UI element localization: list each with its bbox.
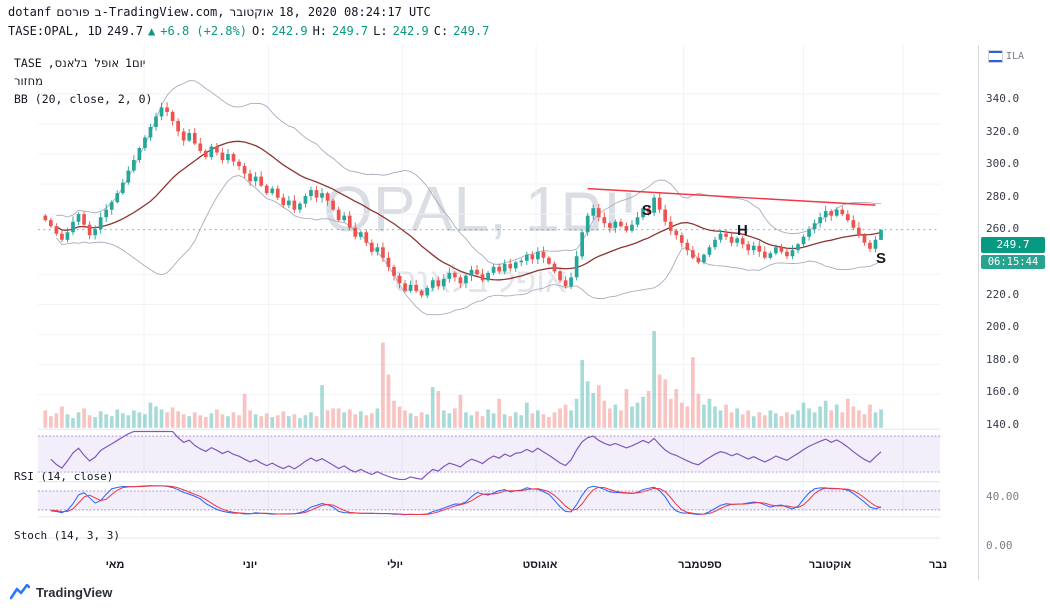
price-axis-label: 180.0 [986,352,1020,366]
legend: TASE אופל בלאנס, 1יום מחזור BB (20, clos… [14,54,152,108]
trendline[interactable] [587,187,876,206]
close-value: 249.7 [453,24,490,38]
time-axis-label: נבר [928,559,948,571]
legend-symbol-row[interactable]: TASE אופל בלאנס, 1יום [14,54,152,72]
price-change: +6.8 (+2.8%) [160,24,247,38]
time-axis-label: אוגוסט [522,559,558,571]
stoch-label[interactable]: Stoch (14, 3, 3) [14,529,120,542]
legend-name: אופל בלאנס, [47,56,120,70]
stoch-lines [50,485,882,516]
footer: TradingView [10,584,112,601]
published-text: פורסם [56,5,90,19]
low-value: 242.9 [392,24,429,38]
price-axis-label: 340.0 [986,92,1020,105]
up-arrow-icon: ▲ [148,24,156,38]
indicator-bands [37,435,941,511]
rsi-label[interactable]: RSI (14, close) [14,470,114,483]
tradingview-logo-text: TradingView [36,585,113,600]
israel-flag-icon [989,51,1002,62]
high-label: H: [312,24,328,38]
last-price: 249.7 [106,24,144,38]
price-axis-label: 300.0 [986,157,1020,171]
rsi-line [50,430,882,481]
volume-bars [43,330,883,428]
time-axis-label: יולי [386,559,404,571]
rsi-value-label: 40.00 [986,490,1020,503]
legend-volume: מחזור [14,74,43,88]
high-value: 249.7 [332,24,369,38]
symbol-interval: TASE:OPAL, 1D [8,24,102,38]
currency-code: ILA [1006,51,1025,62]
published-author: dotanf [8,5,52,19]
price-axis[interactable]: ILA 340.0 320.0 300.0 280.0 260.0 220.0 200.0 1… [978,45,1050,580]
price-axis-label: 160.0 [986,385,1020,399]
price-axis-label: 220.0 [986,287,1020,301]
legend-bb-row[interactable]: BB (20, close, 2, 0) [14,90,152,108]
bollinger-bands [56,80,882,316]
price-axis-label: 140.0 [986,418,1020,431]
legend-exchange: TASE [14,56,42,70]
tradingview-logo[interactable]: TradingView [10,584,112,601]
chart-canvas[interactable] [0,45,978,580]
legend-interval: 1יום [125,56,146,70]
open-value: 242.9 [271,24,308,38]
annotation-left-shoulder[interactable]: S [642,202,653,219]
time-axis-label: אוקטובר [808,559,852,571]
gridlines [37,45,941,517]
legend-bb: BB (20, close, 2, 0) [14,92,153,106]
legend-volume-row[interactable]: מחזור [14,72,152,90]
time-axis[interactable]: מאי יוני יולי אוגוסט ספטמבר אוקטובר נבר [0,559,978,577]
time-axis-label: מאי [105,559,125,571]
time-axis-label: ספטמבר [678,559,722,571]
published-site: ב-TradingView.com, [94,5,225,19]
tradingview-logo-icon [10,584,30,600]
stoch-value-label: 0.00 [986,539,1013,552]
published-line: dotanf פורסם ב-TradingView.com, אוקטובר … [8,5,431,19]
price-axis-label: 260.0 [986,222,1020,236]
price-axis-label: 280.0 [986,189,1020,203]
last-price-badge: 249.7 [981,237,1045,253]
countdown-badge: 06:15:44 [981,255,1045,269]
time-axis-label: יוני [242,559,258,571]
candlesticks[interactable] [43,102,883,299]
header: dotanf פורסם ב-TradingView.com, אוקטובר … [0,0,1050,44]
price-axis-label: 320.0 [986,124,1020,138]
annotation-right-shoulder[interactable]: S [876,250,887,267]
low-label: L: [373,24,388,38]
close-label: C: [433,24,449,38]
pane-dividers [37,428,941,539]
published-datetime: 18, 2020 08:24:17 UTC [279,5,431,19]
quote-line: TASE:OPAL, 1D 249.7 ▲ +6.8 (+2.8%) O: 242… [8,24,489,38]
price-axis-label: 200.0 [986,320,1020,334]
open-label: O: [251,24,267,38]
currency-label: ILA [989,51,1024,62]
published-month: אוקטובר [229,5,274,19]
annotation-head[interactable]: H [737,222,748,239]
